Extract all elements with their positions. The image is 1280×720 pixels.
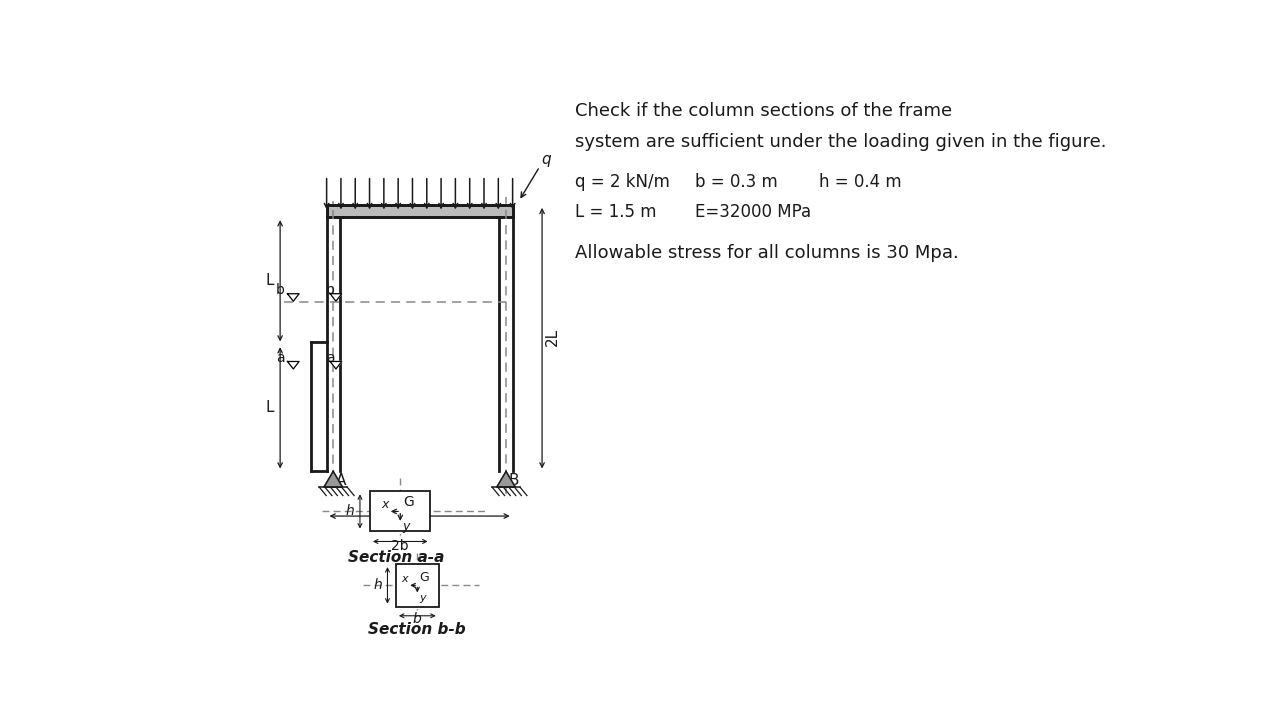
Text: h: h: [374, 578, 383, 593]
Text: Check if the column sections of the frame: Check if the column sections of the fram…: [575, 102, 952, 120]
Text: G: G: [403, 495, 415, 509]
Text: y: y: [403, 520, 410, 533]
Polygon shape: [330, 294, 342, 301]
Polygon shape: [288, 294, 300, 301]
Text: a: a: [326, 351, 334, 365]
Text: b: b: [413, 613, 421, 626]
Text: system are sufficient under the loading given in the figure.: system are sufficient under the loading …: [575, 132, 1106, 150]
Polygon shape: [497, 472, 516, 487]
Text: G: G: [420, 571, 429, 584]
Text: 2L: 2L: [545, 328, 561, 346]
Bar: [326, 205, 512, 217]
Text: L: L: [266, 400, 274, 415]
Text: x: x: [401, 575, 407, 585]
Text: 2b: 2b: [392, 539, 410, 553]
Text: 2L: 2L: [411, 515, 429, 530]
Text: Section a-a: Section a-a: [348, 550, 444, 565]
Bar: [370, 492, 430, 531]
Text: Allowable stress for all columns is 30 Mpa.: Allowable stress for all columns is 30 M…: [575, 244, 959, 262]
Text: h = 0.4 m: h = 0.4 m: [819, 173, 901, 191]
Text: h: h: [346, 505, 355, 518]
Text: x: x: [381, 498, 388, 511]
Bar: [326, 205, 512, 217]
Text: a: a: [276, 351, 284, 365]
Text: L: L: [266, 274, 274, 288]
Text: y: y: [420, 593, 426, 603]
Text: b: b: [276, 283, 284, 297]
Bar: [396, 564, 439, 606]
Text: Section b-b: Section b-b: [369, 622, 466, 637]
Text: b = 0.3 m: b = 0.3 m: [695, 173, 777, 191]
Text: q: q: [541, 152, 550, 167]
Polygon shape: [330, 361, 342, 369]
Polygon shape: [288, 361, 300, 369]
Text: B: B: [508, 473, 518, 488]
Text: E=32000 MPa: E=32000 MPa: [695, 204, 810, 222]
Polygon shape: [324, 472, 343, 487]
Text: b: b: [326, 283, 335, 297]
Text: q = 2 kN/m: q = 2 kN/m: [575, 173, 669, 191]
Text: A: A: [335, 473, 346, 488]
Text: L = 1.5 m: L = 1.5 m: [575, 204, 657, 222]
